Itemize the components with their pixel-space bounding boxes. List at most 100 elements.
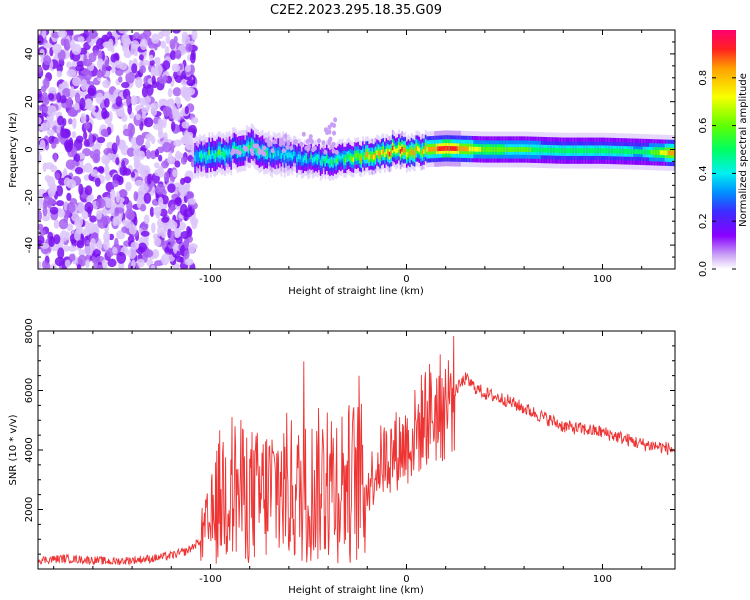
noise-speckle: [62, 118, 67, 127]
noise-speckle: [90, 169, 99, 177]
signal-band: [556, 148, 559, 153]
signal-band: [512, 147, 515, 152]
signal-band: [584, 148, 587, 154]
noise-speckle: [101, 259, 108, 269]
noise-speckle: [140, 230, 150, 237]
signal-fringe: [308, 137, 313, 143]
noise-speckle: [121, 160, 126, 169]
noise-speckle: [171, 63, 181, 73]
signal-band: [620, 148, 623, 154]
colorbar: 0.0 0.2 0.4 0.6 0.8 Normalized spectral ampl…: [698, 30, 749, 277]
noise-speckle: [47, 186, 56, 198]
signal-band: [266, 150, 269, 157]
signal-band: [340, 155, 342, 161]
signal-band: [561, 148, 564, 154]
noise-speckle: [131, 63, 138, 74]
signal-band: [224, 152, 226, 159]
signal-band: [228, 148, 231, 155]
noise-speckle: [136, 197, 142, 209]
noise-speckle: [72, 117, 77, 130]
signal-band: [357, 152, 360, 158]
signal-band: [225, 149, 228, 155]
noise-speckle: [66, 202, 76, 214]
signal-band: [539, 147, 542, 153]
noise-speckle: [127, 211, 135, 221]
signal-band: [360, 156, 363, 162]
snr-xlabel: Height of straight line (km): [288, 585, 424, 596]
signal-fringe: [255, 143, 260, 149]
noise-speckle: [78, 248, 86, 257]
signal-band: [384, 152, 386, 158]
signal-band: [217, 149, 220, 155]
signal-band: [395, 148, 397, 154]
signal-band: [467, 146, 469, 152]
noise-speckle: [128, 59, 133, 68]
signal-fringe: [334, 149, 339, 155]
signal-band: [427, 146, 430, 152]
signal-band: [310, 154, 313, 160]
signal-band: [481, 147, 484, 152]
noise-speckle: [167, 88, 173, 98]
signal-band: [429, 146, 432, 152]
signal-band: [286, 152, 289, 159]
spec-xtick-label: 0: [403, 274, 409, 285]
snr-line-layer: [38, 335, 675, 566]
noise-speckle: [66, 223, 74, 232]
noise-speckle: [170, 121, 176, 132]
noise-speckle: [119, 139, 127, 149]
noise-speckle: [151, 248, 160, 259]
noise-speckle: [51, 141, 57, 149]
colorbar-ticks: 0.0 0.2 0.4 0.6 0.8: [698, 70, 736, 277]
signal-band: [605, 148, 607, 154]
signal-band: [293, 151, 295, 157]
noise-speckle: [90, 237, 96, 248]
signal-band: [205, 154, 208, 161]
noise-speckle: [38, 117, 42, 125]
signal-band: [612, 148, 615, 154]
noise-speckle: [162, 60, 171, 70]
noise-speckle: [184, 130, 189, 141]
signal-band: [299, 154, 302, 160]
noise-speckle: [161, 253, 170, 266]
signal-band: [670, 150, 673, 156]
noise-speckle: [48, 93, 55, 101]
noise-speckle: [56, 70, 63, 78]
noise-speckle: [122, 128, 132, 137]
signal-band: [416, 146, 419, 151]
signal-band: [564, 148, 567, 154]
signal-band: [537, 147, 540, 153]
colorbar-tick-label: 0.0: [698, 261, 709, 277]
signal-band: [291, 154, 294, 160]
noise-speckle: [102, 110, 110, 119]
noise-speckle: [172, 87, 182, 97]
noise-speckle: [85, 259, 90, 269]
noise-speckle: [66, 61, 72, 69]
signal-band: [308, 157, 311, 163]
noise-speckle: [42, 205, 48, 217]
spectrogram-xlabel: Height of straight line (km): [288, 286, 424, 297]
signal-fringe: [264, 137, 269, 143]
signal-band: [405, 152, 408, 157]
signal-band: [551, 147, 554, 153]
noise-speckle: [46, 128, 55, 137]
signal-band: [575, 148, 578, 154]
snr-panel: -100 0 100 2000 4000 6000 8000 Height of strai…: [8, 318, 676, 596]
noise-speckle: [115, 191, 120, 203]
noise-speckle: [68, 118, 73, 125]
noise-speckle: [163, 131, 168, 142]
signal-fringe: [327, 129, 332, 135]
noise-speckle: [75, 64, 85, 72]
signal-band: [456, 146, 458, 152]
noise-speckle: [180, 156, 188, 165]
noise-speckle: [143, 214, 150, 225]
spec-ytick-label: 40: [24, 48, 35, 61]
noise-speckle: [42, 260, 48, 269]
noise-speckle: [84, 70, 93, 81]
noise-speckle: [100, 128, 109, 137]
noise-speckle: [43, 42, 53, 49]
noise-speckle: [118, 76, 123, 83]
noise-speckle: [107, 258, 117, 268]
noise-speckle: [38, 105, 44, 112]
noise-speckle: [115, 96, 123, 107]
noise-speckle: [174, 96, 181, 105]
